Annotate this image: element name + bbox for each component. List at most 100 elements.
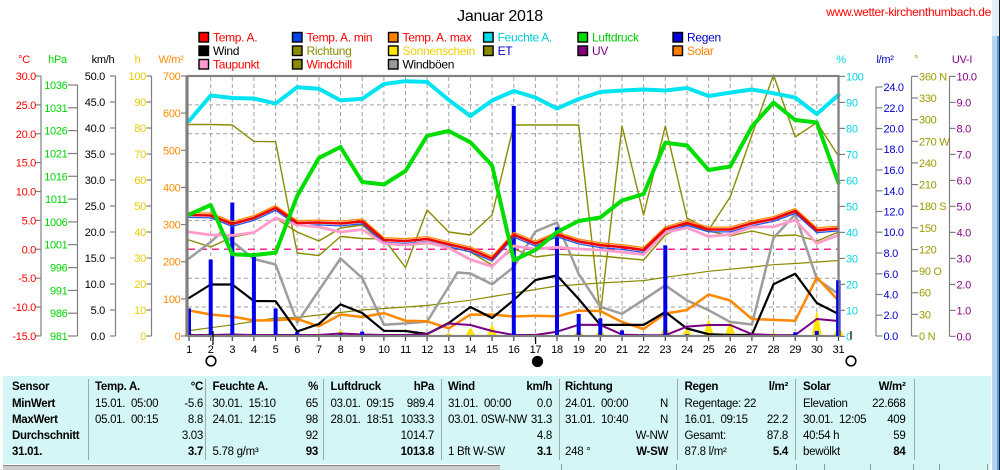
svg-text:10.0: 10.0 <box>957 71 977 83</box>
svg-text:15: 15 <box>486 344 498 356</box>
svg-text:8.0: 8.0 <box>957 123 972 135</box>
svg-text:1: 1 <box>186 344 192 356</box>
svg-text:10.0: 10.0 <box>16 187 36 199</box>
svg-text:500: 500 <box>163 145 181 157</box>
svg-text:120: 120 <box>919 245 937 257</box>
svg-text:40: 40 <box>846 227 858 239</box>
svg-text:20.0: 20.0 <box>16 129 36 141</box>
svg-text:20: 20 <box>134 279 146 291</box>
svg-text:4: 4 <box>251 344 257 356</box>
svg-text:Temp. A. max: Temp. A. max <box>403 31 472 45</box>
svg-text:7.0: 7.0 <box>957 149 972 161</box>
svg-text:www.wetter-kirchenthumbach.de: www.wetter-kirchenthumbach.de <box>825 5 991 19</box>
svg-text:20: 20 <box>846 279 858 291</box>
svg-text:21: 21 <box>616 344 628 356</box>
svg-text:30.0: 30.0 <box>85 175 105 187</box>
svg-text:10.0: 10.0 <box>85 279 105 291</box>
svg-text:-15.0: -15.0 <box>12 331 36 343</box>
svg-text:Wind: Wind <box>213 44 239 58</box>
svg-text:60: 60 <box>134 175 146 187</box>
svg-text:0.0: 0.0 <box>884 331 899 343</box>
svg-text:Taupunkt: Taupunkt <box>213 58 260 72</box>
svg-text:31: 31 <box>833 344 845 356</box>
svg-text:9.0: 9.0 <box>957 97 972 109</box>
svg-text:50: 50 <box>846 201 858 213</box>
svg-text:986: 986 <box>50 308 68 320</box>
svg-text:200: 200 <box>163 257 181 269</box>
svg-text:5: 5 <box>273 344 279 356</box>
svg-text:12.0: 12.0 <box>884 207 904 219</box>
svg-text:5.0: 5.0 <box>957 201 972 213</box>
svg-text:30.0: 30.0 <box>16 71 36 83</box>
svg-text:240: 240 <box>919 158 937 170</box>
svg-text:20.0: 20.0 <box>85 227 105 239</box>
svg-text:150: 150 <box>919 223 937 235</box>
svg-text:13: 13 <box>443 344 455 356</box>
svg-text:2: 2 <box>208 344 214 356</box>
svg-text:-10.0: -10.0 <box>12 302 36 314</box>
svg-text:60: 60 <box>919 288 931 300</box>
svg-text:25.0: 25.0 <box>16 100 36 112</box>
svg-text:70: 70 <box>846 149 858 161</box>
svg-text:Feuchte A.: Feuchte A. <box>498 31 552 45</box>
svg-text:6: 6 <box>294 344 300 356</box>
svg-text:5.0: 5.0 <box>22 215 37 227</box>
svg-text:25.0: 25.0 <box>85 201 105 213</box>
svg-text:35.0: 35.0 <box>85 149 105 161</box>
svg-text:1.0: 1.0 <box>957 305 972 317</box>
svg-text:3.0: 3.0 <box>957 253 972 265</box>
svg-text:Luftdruck: Luftdruck <box>592 31 640 45</box>
svg-text:-5.0: -5.0 <box>18 273 36 285</box>
svg-text:180 S: 180 S <box>919 201 946 213</box>
svg-text:l/m²: l/m² <box>877 54 895 66</box>
svg-text:30: 30 <box>919 309 931 321</box>
svg-text:2.0: 2.0 <box>957 279 972 291</box>
svg-text:UV: UV <box>592 44 608 58</box>
svg-text:22.0: 22.0 <box>884 103 904 115</box>
svg-text:6.0: 6.0 <box>957 175 972 187</box>
svg-text:8: 8 <box>338 344 344 356</box>
svg-text:50.0: 50.0 <box>85 71 105 83</box>
svg-text:28: 28 <box>768 344 780 356</box>
svg-text:10: 10 <box>846 305 858 317</box>
svg-text:24: 24 <box>681 344 693 356</box>
svg-text:18.0: 18.0 <box>884 144 904 156</box>
svg-text:Sonnenschein: Sonnenschein <box>403 44 475 58</box>
svg-text:Solar: Solar <box>687 44 714 58</box>
svg-text:15.0: 15.0 <box>85 253 105 265</box>
svg-text:20: 20 <box>594 344 606 356</box>
svg-text:981: 981 <box>50 331 68 343</box>
svg-text:30: 30 <box>846 253 858 265</box>
svg-text:1031: 1031 <box>44 103 67 115</box>
svg-text:1026: 1026 <box>44 126 67 138</box>
svg-text:90: 90 <box>134 97 146 109</box>
svg-text:17: 17 <box>530 344 542 356</box>
svg-text:700: 700 <box>163 71 181 83</box>
svg-text:2.0: 2.0 <box>884 310 899 322</box>
svg-text:60: 60 <box>846 175 858 187</box>
svg-text:10.0: 10.0 <box>884 227 904 239</box>
svg-text:4.0: 4.0 <box>884 290 899 302</box>
svg-text:22: 22 <box>638 344 650 356</box>
svg-text:23: 23 <box>659 344 671 356</box>
svg-text:16.0: 16.0 <box>884 165 904 177</box>
svg-text:50: 50 <box>134 201 146 213</box>
svg-text:0: 0 <box>140 331 146 343</box>
svg-text:UV-I: UV-I <box>952 54 972 66</box>
svg-text:100: 100 <box>163 294 181 306</box>
svg-text:80: 80 <box>846 123 858 135</box>
svg-text:100: 100 <box>129 71 147 83</box>
svg-text:°: ° <box>914 54 918 66</box>
svg-text:18: 18 <box>551 344 563 356</box>
svg-text:0 N: 0 N <box>919 331 936 343</box>
svg-text:14.0: 14.0 <box>884 186 904 198</box>
svg-text:0.0: 0.0 <box>22 244 37 256</box>
svg-text:4.0: 4.0 <box>957 227 972 239</box>
svg-text:70: 70 <box>134 149 146 161</box>
svg-text:80: 80 <box>134 123 146 135</box>
svg-text:90: 90 <box>846 97 858 109</box>
svg-text:1006: 1006 <box>44 217 67 229</box>
svg-text:h: h <box>135 54 141 66</box>
svg-text:8.0: 8.0 <box>884 248 899 260</box>
svg-text:30: 30 <box>134 253 146 265</box>
